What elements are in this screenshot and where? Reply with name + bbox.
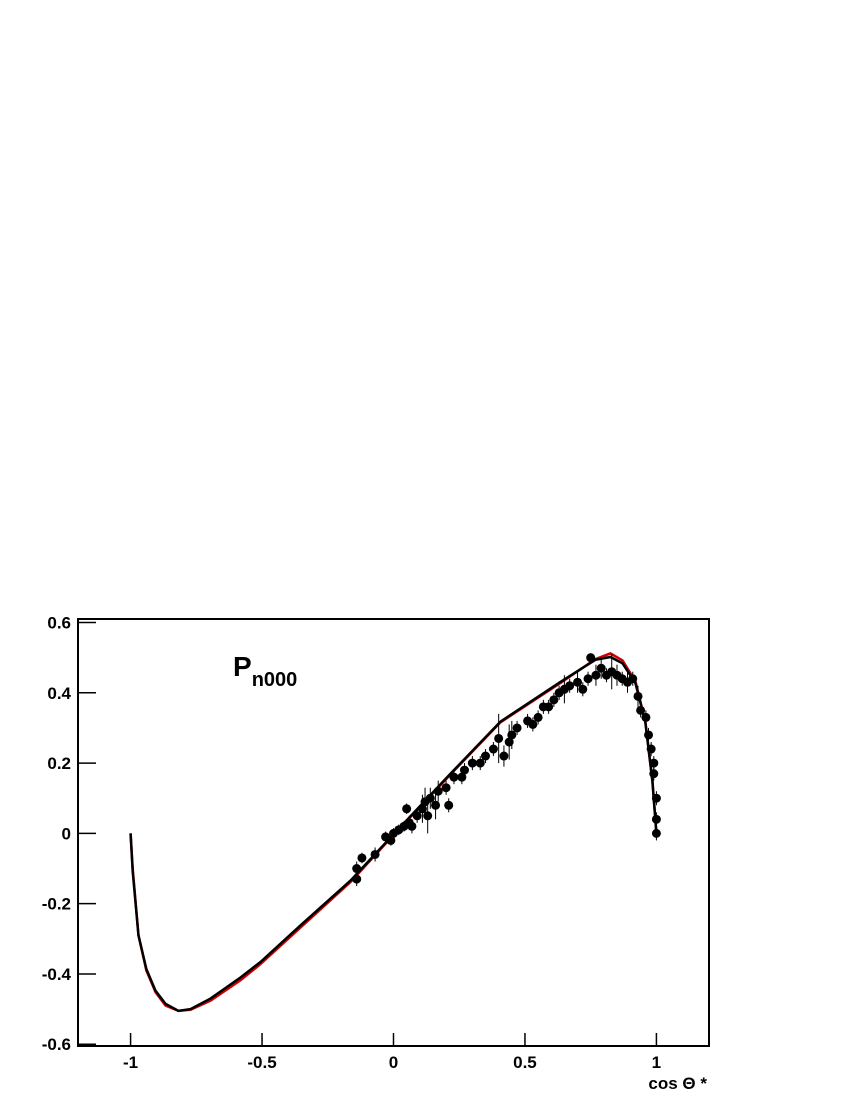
data-point xyxy=(481,751,491,761)
data-point xyxy=(433,786,443,796)
data-point xyxy=(591,670,601,680)
y-tick-label: 0 xyxy=(62,824,71,843)
data-point xyxy=(651,828,661,838)
y-tick-label: 0.2 xyxy=(47,754,71,773)
data-point xyxy=(425,793,435,803)
data-point xyxy=(488,744,498,754)
annotation-subscript: n000 xyxy=(252,669,298,691)
data-point xyxy=(596,663,606,673)
data-point xyxy=(444,800,454,810)
annotation-main: P xyxy=(233,651,252,682)
x-tick-label: -0.5 xyxy=(247,1053,276,1072)
data-point xyxy=(499,751,509,761)
data-point xyxy=(651,793,661,803)
data-point xyxy=(507,730,517,740)
data-point xyxy=(423,811,433,821)
data-point xyxy=(402,804,412,814)
data-point xyxy=(467,758,477,768)
data-point xyxy=(528,719,538,729)
y-tick-label: 0.6 xyxy=(47,614,71,633)
data-point xyxy=(412,811,422,821)
data-point xyxy=(352,874,362,884)
data-point xyxy=(475,758,485,768)
annotation: Pn000 xyxy=(233,651,297,691)
data-point xyxy=(544,702,554,712)
x-tick-label: -1 xyxy=(123,1053,138,1072)
data-point xyxy=(441,783,451,793)
data-point xyxy=(494,733,504,743)
data-point xyxy=(407,821,417,831)
data-point xyxy=(633,691,643,701)
y-tick-label: -0.6 xyxy=(42,1035,71,1054)
data-point xyxy=(644,730,654,740)
data-point xyxy=(649,758,659,768)
x-tick-label: 1 xyxy=(652,1053,661,1072)
data-point xyxy=(352,864,362,874)
data-point xyxy=(628,674,638,684)
data-point xyxy=(578,684,588,694)
x-tick-label: 0.5 xyxy=(513,1053,537,1072)
y-tick-label: -0.4 xyxy=(42,965,72,984)
x-axis-label: cos Θ * xyxy=(648,1074,707,1093)
data-point xyxy=(651,814,661,824)
data-point xyxy=(431,800,441,810)
y-tick-label: -0.2 xyxy=(42,895,71,914)
data-point xyxy=(449,772,459,782)
y-tick-label: 0.4 xyxy=(47,684,71,703)
data-point xyxy=(370,849,380,859)
data-point xyxy=(565,681,575,691)
data-point xyxy=(586,653,596,663)
data-point xyxy=(549,695,559,705)
data-point xyxy=(636,705,646,715)
data-point xyxy=(357,853,367,863)
data-point xyxy=(649,769,659,779)
data-point xyxy=(583,674,593,684)
data-point xyxy=(646,744,656,754)
x-tick-label: 0 xyxy=(389,1053,398,1072)
data-point xyxy=(459,765,469,775)
data-point xyxy=(573,677,583,687)
curve xyxy=(129,655,658,1013)
data-point xyxy=(512,723,522,733)
data-point xyxy=(533,712,543,722)
data-point xyxy=(641,712,651,722)
